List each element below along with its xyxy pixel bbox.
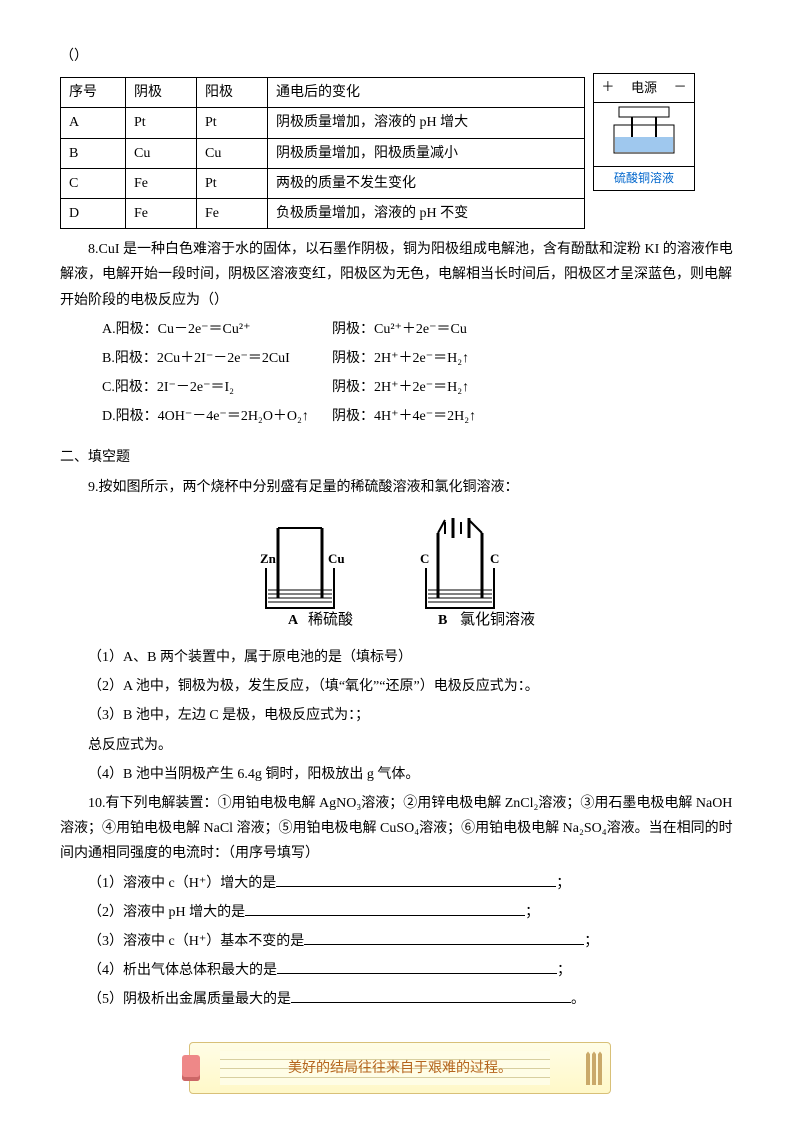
label-a: A bbox=[288, 613, 299, 628]
footer-banner: 美好的结局往往来自于艰难的过程。 bbox=[189, 1042, 611, 1094]
opt-lhs: B.阳极：2Cu＋2I⁻－2e⁻＝2CuI bbox=[102, 346, 332, 371]
q8-opt-a: A.阳极：Cu－2e⁻＝Cu²⁺阴极：Cu²⁺＋2e⁻＝Cu bbox=[102, 317, 740, 342]
tail: ； bbox=[525, 905, 539, 920]
table-row: D Fe Fe 负极质量增加，溶液的 pH 不变 bbox=[61, 198, 585, 228]
cell: B bbox=[61, 138, 126, 168]
sub-label: （1）溶液中 c（H⁺）增大的是 bbox=[88, 876, 276, 891]
q9-sub1: （1）A、B 两个装置中，属于原电池的是（填标号） bbox=[60, 645, 740, 670]
cell: C bbox=[61, 168, 126, 198]
table-row: B Cu Cu 阴极质量增加，阳极质量减小 bbox=[61, 138, 585, 168]
cell: 两极的质量不发生变化 bbox=[268, 168, 585, 198]
sol-b: 氯化铜溶液 bbox=[460, 611, 535, 628]
opt-rhs: 阴极：2H⁺＋2e⁻＝H₂↑ bbox=[332, 346, 469, 371]
power-source-diagram: ＋ 电源 － 硫酸铜溶液 bbox=[593, 73, 695, 191]
q8-opt-c: C.阳极：2I⁻－2e⁻＝I₂阴极：2H⁺＋2e⁻＝H₂↑ bbox=[102, 375, 740, 400]
opt-lhs: C.阳极：2I⁻－2e⁻＝I₂ bbox=[102, 375, 332, 400]
document-body: { "intro_paren": "（）", "table7": { "head… bbox=[60, 44, 740, 1094]
sub-label: （3）溶液中 c（H⁺）基本不变的是 bbox=[88, 934, 304, 949]
cell: 负极质量增加，溶液的 pH 不变 bbox=[268, 198, 585, 228]
q9-sub4: （4）B 池中当阴极产生 6.4g 铜时，阳极放出 g 气体。 bbox=[60, 762, 740, 787]
th-seq: 序号 bbox=[61, 78, 126, 108]
opt-rhs: 阴极：Cu²⁺＋2e⁻＝Cu bbox=[332, 317, 467, 342]
q9-sub2: （2）A 池中，铜极为极，发生反应，（填“氧化”“还原”）电极反应式为：。 bbox=[60, 674, 740, 699]
opt-lhs: D.阳极：4OH⁻－4e⁻＝2H₂O＋O₂↑ bbox=[102, 404, 332, 429]
opt-rhs: 阴极：2H⁺＋2e⁻＝H₂↑ bbox=[332, 375, 469, 400]
blank-line bbox=[245, 901, 525, 916]
q10-stem: 10.有下列电解装置：①用铂电极电解 AgNO₃溶液；②用锌电极电解 ZnCl₂… bbox=[60, 791, 740, 867]
sub-label: （5）阴极析出金属质量最大的是 bbox=[88, 992, 291, 1007]
tail: ； bbox=[557, 963, 571, 978]
c-label-left: C bbox=[420, 551, 429, 566]
th-change: 通电后的变化 bbox=[268, 78, 585, 108]
table-header-row: 序号 阴极 阳极 通电后的变化 bbox=[61, 78, 585, 108]
q7-table: 序号 阴极 阳极 通电后的变化 A Pt Pt 阴极质量增加，溶液的 pH 增大… bbox=[60, 77, 585, 229]
q8-stem: 8.CuI 是一种白色难溶于水的固体，以石墨作阴极，铜为阳极组成电解池，含有酚酞… bbox=[60, 237, 740, 313]
cell: Pt bbox=[197, 168, 268, 198]
q8-opt-d: D.阳极：4OH⁻－4e⁻＝2H₂O＋O₂↑阴极：4H⁺＋4e⁻＝2H₂↑ bbox=[102, 404, 740, 429]
cell: 阴极质量增加，溶液的 pH 增大 bbox=[268, 108, 585, 138]
q9-sub3: （3）B 池中，左边 C 是极，电极反应式为：； bbox=[60, 703, 740, 728]
q10-sub1: （1）溶液中 c（H⁺）增大的是 ； bbox=[60, 871, 740, 896]
cell: Cu bbox=[197, 138, 268, 168]
cell: Cu bbox=[126, 138, 197, 168]
cell: Pt bbox=[197, 108, 268, 138]
cell: Fe bbox=[126, 168, 197, 198]
opt-rhs: 阴极：4H⁺＋4e⁻＝2H₂↑ bbox=[332, 404, 476, 429]
cell: Fe bbox=[197, 198, 268, 228]
q10-sub5: （5）阴极析出金属质量最大的是 。 bbox=[60, 987, 740, 1012]
solution-label: 硫酸铜溶液 bbox=[594, 166, 694, 191]
th-anode: 阳极 bbox=[197, 78, 268, 108]
tail: ； bbox=[556, 876, 570, 891]
minus-sign: － bbox=[674, 75, 687, 100]
c-label-right: C bbox=[490, 551, 499, 566]
electrolysis-cell-icon bbox=[594, 103, 694, 166]
cell: Fe bbox=[126, 198, 197, 228]
q7-row: 序号 阴极 阳极 通电后的变化 A Pt Pt 阴极质量增加，溶液的 pH 增大… bbox=[60, 73, 740, 233]
q9-sub3b: 总反应式为。 bbox=[60, 733, 740, 758]
plus-sign: ＋ bbox=[601, 75, 614, 100]
table-row: A Pt Pt 阴极质量增加，溶液的 pH 增大 bbox=[61, 108, 585, 138]
sub-label: （2）溶液中 pH 增大的是 bbox=[88, 905, 245, 920]
pencils-icon bbox=[586, 1051, 602, 1085]
th-cathode: 阴极 bbox=[126, 78, 197, 108]
q10-sub3: （3）溶液中 c（H⁺）基本不变的是 ； bbox=[60, 929, 740, 954]
cell: 阴极质量增加，阳极质量减小 bbox=[268, 138, 585, 168]
blank-line bbox=[277, 959, 557, 974]
opt-lhs: A.阳极：Cu－2e⁻＝Cu²⁺ bbox=[102, 317, 332, 342]
table-row: C Fe Pt 两极的质量不发生变化 bbox=[61, 168, 585, 198]
power-label: 电源 bbox=[629, 75, 659, 100]
footer-quote: 美好的结局往往来自于艰难的过程。 bbox=[288, 1056, 512, 1081]
cell: A bbox=[61, 108, 126, 138]
q8-opt-b: B.阳极：2Cu＋2I⁻－2e⁻＝2CuI阴极：2H⁺＋2e⁻＝H₂↑ bbox=[102, 346, 740, 371]
label-b: B bbox=[438, 613, 447, 628]
q9-stem: 9.按如图所示，两个烧杯中分别盛有足量的稀硫酸溶液和氯化铜溶液： bbox=[60, 475, 740, 500]
cu-label: Cu bbox=[328, 551, 345, 566]
tail: 。 bbox=[571, 992, 585, 1007]
q10-sub2: （2）溶液中 pH 增大的是 ； bbox=[60, 900, 740, 925]
blank-line bbox=[276, 872, 556, 887]
cell: D bbox=[61, 198, 126, 228]
cell: Pt bbox=[126, 108, 197, 138]
section-2-title: 二、填空题 bbox=[60, 445, 740, 470]
q7-paren: （） bbox=[60, 44, 740, 69]
sub-label: （4）析出气体总体积最大的是 bbox=[88, 963, 277, 978]
tail: ； bbox=[584, 934, 598, 949]
sol-a: 稀硫酸 bbox=[308, 611, 353, 628]
q10-sub4: （4）析出气体总体积最大的是 ； bbox=[60, 958, 740, 983]
zn-label: Zn bbox=[260, 551, 277, 566]
blank-line bbox=[304, 930, 584, 945]
q9-figure: Zn Cu A 稀硫酸 C C bbox=[60, 508, 740, 637]
blank-line bbox=[291, 988, 571, 1003]
